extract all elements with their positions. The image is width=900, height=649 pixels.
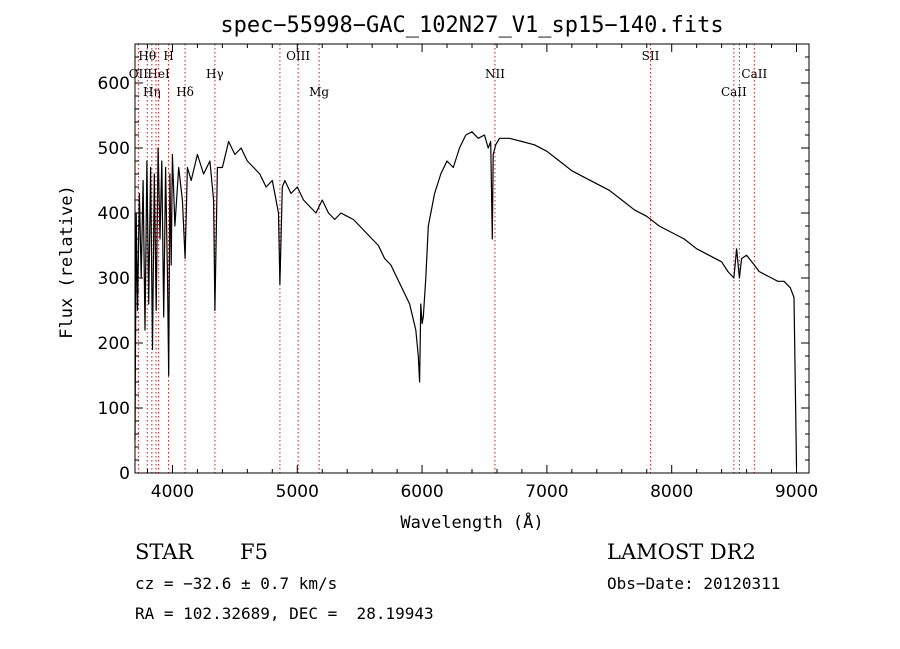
marker-label-2: OIII [286, 49, 310, 63]
chart-title: spec−55998−GAC_102N27_V1_sp15−140.fits [220, 13, 723, 38]
x-tick-label: 6000 [400, 482, 443, 502]
marker-label-5: CaII [741, 67, 767, 81]
x-tick-label: 7000 [525, 482, 568, 502]
y-axis-label: Flux (relative) [57, 185, 77, 339]
y-tick-label: 400 [98, 204, 130, 224]
y-tick-label: 500 [98, 139, 130, 159]
marker-label-1: H [163, 49, 173, 63]
marker-label-12: CaII [721, 85, 747, 99]
spectral-line-markers: Hθ H OIII NII SII CaII OII HeI Hγ Hη Hδ Mg CaII [129, 44, 767, 473]
plot-frame [134, 43, 810, 474]
coordinates: RA = 102.32689, DEC = 28.19943 [135, 604, 434, 623]
spectrum-chart: spec−55998−GAC_102N27_V1_sp15−140.fits H… [57, 13, 818, 533]
marker-label-0: Hθ [138, 49, 156, 63]
y-tick-label: 600 [98, 74, 130, 94]
marker-label-7: HeI [147, 67, 170, 81]
object-class: STAR [135, 540, 194, 564]
object-subclass: F5 [240, 540, 268, 564]
axis-ticks: 4000 5000 6000 7000 8000 9000 0 100 200 300 400 500… [98, 44, 818, 502]
x-axis-label: Wavelength (Å) [400, 511, 543, 533]
y-tick-label: 300 [98, 269, 130, 289]
y-tick-label: 100 [98, 399, 130, 419]
survey-name: LAMOST DR2 [607, 540, 756, 564]
marker-label-6: OII [129, 67, 149, 81]
marker-label-10: Hδ [176, 85, 194, 99]
spectrum-series [134, 131, 798, 467]
x-tick-label: 9000 [775, 482, 818, 502]
y-tick-label: 0 [119, 464, 130, 484]
marker-label-8: Hγ [206, 67, 224, 81]
marker-label-4: SII [642, 49, 660, 63]
marker-label-3: NII [485, 67, 505, 81]
redshift-velocity: cz = −32.6 ± 0.7 km/s [135, 574, 338, 593]
observation-date: Obs−Date: 20120311 [607, 574, 781, 593]
marker-label-9: Hη [143, 85, 161, 99]
y-tick-label: 200 [98, 334, 130, 354]
x-tick-label: 4000 [151, 482, 194, 502]
x-tick-label: 5000 [276, 482, 319, 502]
x-tick-label: 8000 [650, 482, 693, 502]
spectrum-line [134, 131, 798, 467]
marker-label-11: Mg [309, 85, 329, 99]
